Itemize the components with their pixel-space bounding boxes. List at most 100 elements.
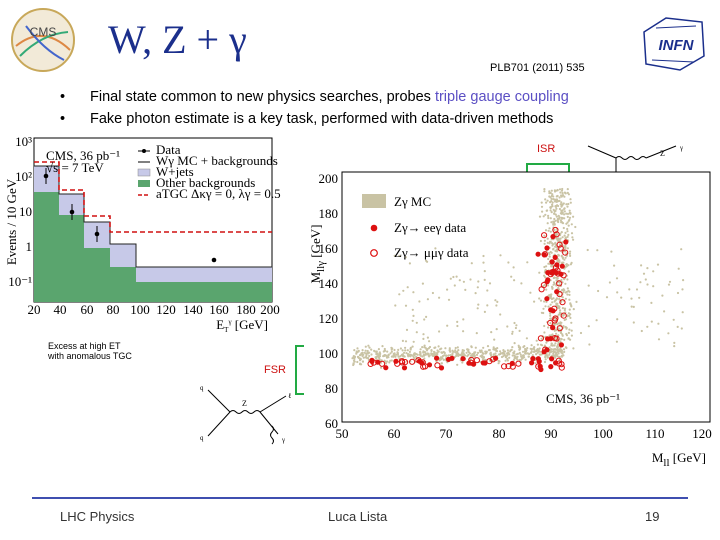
mc-point — [473, 351, 476, 354]
mc-point — [393, 348, 396, 352]
mc-point — [462, 349, 465, 352]
isr-label: ISR — [537, 143, 556, 155]
mc-point — [550, 200, 553, 203]
ee-data-point — [434, 355, 440, 361]
mc-point — [548, 346, 551, 349]
mumu-data-point — [399, 359, 406, 366]
ee-data-point — [535, 251, 541, 257]
mc-point — [511, 346, 514, 349]
mc-point — [448, 347, 451, 350]
mc-point — [554, 299, 557, 302]
mc-point — [530, 348, 533, 351]
mc-point — [543, 188, 546, 191]
mumu-data-point — [547, 319, 554, 327]
mc-point — [558, 261, 561, 264]
mc-point — [538, 353, 541, 356]
ee-data-point — [529, 360, 535, 366]
left-ytick: 10² — [15, 169, 32, 184]
left-data-points — [43, 168, 217, 263]
mc-point — [568, 293, 571, 296]
mc-point — [447, 354, 450, 357]
mumu-data-point — [556, 280, 563, 287]
ee-data-point — [554, 262, 560, 268]
mc-point — [376, 352, 379, 356]
mc-point — [428, 345, 432, 349]
mc-point — [447, 298, 451, 301]
mc-point — [540, 311, 543, 314]
mc-point — [560, 254, 563, 257]
reference-label: PLB701 (2011) 535 — [490, 62, 585, 74]
mc-point — [358, 357, 361, 360]
mc-point — [550, 194, 553, 197]
mc-point — [404, 346, 407, 349]
mc-point — [567, 219, 570, 222]
mc-point — [482, 254, 485, 258]
mc-point — [492, 353, 495, 356]
ee-data-point — [393, 358, 399, 364]
mc-point — [503, 353, 506, 356]
mc-point — [427, 354, 430, 357]
mc-point — [419, 348, 422, 351]
mc-point — [551, 287, 554, 290]
mc-point — [476, 307, 479, 310]
mc-point — [630, 297, 633, 300]
mc-point — [521, 354, 524, 357]
mc-point — [667, 332, 670, 335]
mc-point — [426, 298, 429, 301]
mc-point — [440, 362, 443, 365]
mc-point — [587, 325, 590, 328]
mc-point — [566, 215, 569, 218]
ee-data-point — [541, 349, 547, 355]
mc-point — [488, 282, 492, 285]
mc-point — [680, 327, 683, 330]
mc-point — [493, 348, 496, 351]
mc-point — [560, 300, 563, 303]
ee-data-point — [471, 361, 477, 367]
mc-point — [484, 352, 487, 355]
mumu-data-point — [434, 362, 441, 369]
main-scatter-plot: Mllγ [GeV] 200 180 160 140 120 100 80 60… — [308, 171, 712, 469]
mc-point — [443, 354, 446, 357]
mc-point — [512, 266, 515, 269]
mc-point — [632, 321, 635, 324]
left-xtick: 140 — [183, 302, 203, 317]
mc-point — [516, 352, 519, 355]
mumu-data-point — [558, 361, 565, 368]
mc-point — [552, 352, 555, 355]
mc-point — [547, 214, 550, 217]
mc-point — [555, 207, 558, 210]
mc-point — [513, 342, 516, 345]
ee-data-point — [550, 234, 556, 240]
mc-point — [567, 224, 570, 227]
mc-point — [411, 308, 414, 311]
mc-point — [401, 339, 404, 342]
mc-point — [408, 350, 411, 353]
ee-data-point — [558, 342, 564, 348]
mc-point — [545, 288, 548, 291]
left-xtick: 80 — [107, 302, 120, 317]
mc-point — [397, 348, 400, 351]
mc-point — [587, 284, 590, 287]
mc-point — [561, 192, 564, 195]
mc-point — [535, 339, 538, 342]
mc-point — [571, 236, 574, 239]
mc-point — [548, 353, 551, 356]
mc-point — [520, 355, 523, 358]
mc-point — [494, 299, 497, 302]
mc-point — [378, 352, 381, 355]
mc-point — [422, 350, 425, 353]
mc-point — [457, 349, 460, 352]
mc-point — [499, 313, 502, 316]
mc-point — [552, 297, 555, 300]
mc-point — [548, 253, 551, 256]
mc-point — [519, 353, 522, 356]
mc-point — [568, 209, 571, 212]
mc-point — [470, 346, 473, 349]
mc-point — [397, 355, 400, 358]
mc-point — [456, 320, 459, 323]
mc-point — [426, 260, 429, 263]
mc-point — [561, 187, 564, 191]
mc-point — [544, 356, 547, 359]
mc-point — [543, 360, 547, 364]
mc-point — [423, 346, 426, 349]
